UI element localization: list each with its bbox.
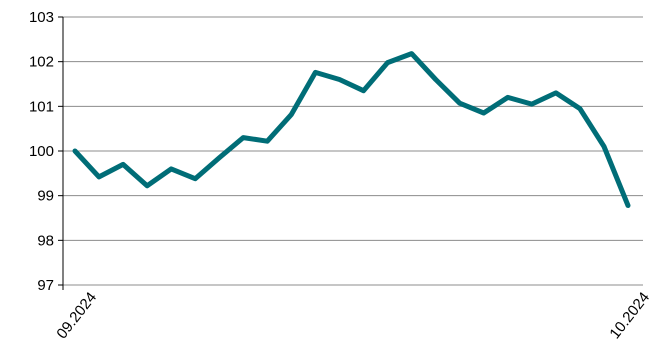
series-layer (72, 51, 631, 208)
x-tick-label: 09.2024 (53, 289, 100, 342)
y-tick-label: 97 (37, 277, 54, 294)
y-tick-label: 101 (29, 98, 54, 115)
series-line-0 (72, 51, 631, 208)
y-tick-labels: 97 98 99 100 101 102 103 (29, 9, 54, 294)
x-tick-labels: 09.2024 10.2024 (53, 289, 653, 342)
y-tick-label: 99 (37, 188, 54, 205)
y-tick-label: 102 (29, 54, 54, 71)
y-tick-label: 98 (37, 232, 54, 249)
gridlines (63, 16, 643, 286)
x-tick-label: 10.2024 (606, 289, 653, 342)
axes (58, 16, 64, 290)
y-tick-label: 103 (29, 9, 54, 26)
y-tick-label: 100 (29, 143, 54, 160)
